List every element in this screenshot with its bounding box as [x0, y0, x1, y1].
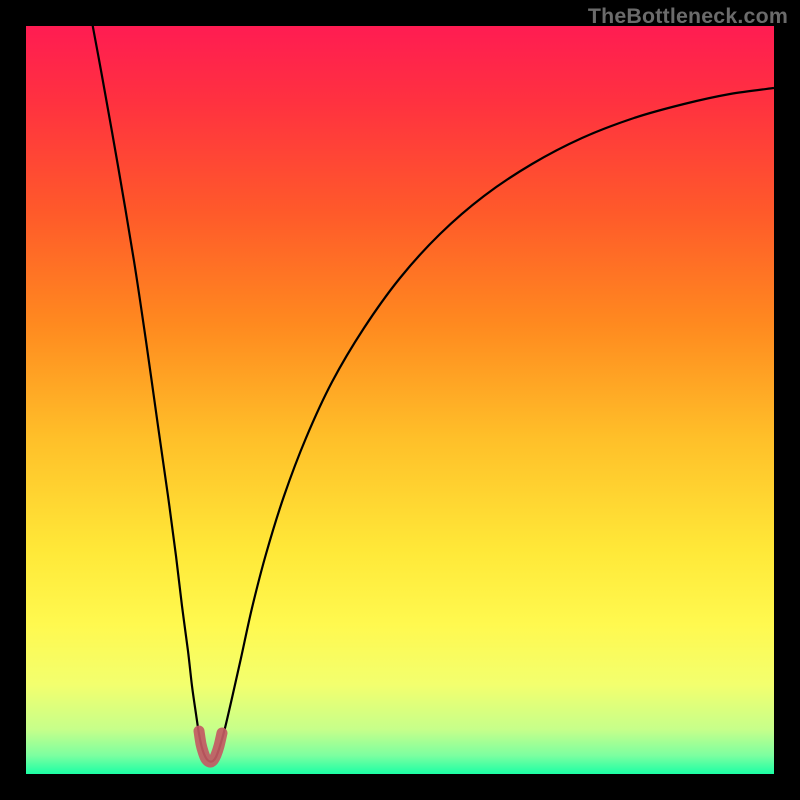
- chart-canvas: TheBottleneck.com: [0, 0, 800, 800]
- chart-plot: [26, 26, 774, 774]
- gradient-background: [26, 26, 774, 774]
